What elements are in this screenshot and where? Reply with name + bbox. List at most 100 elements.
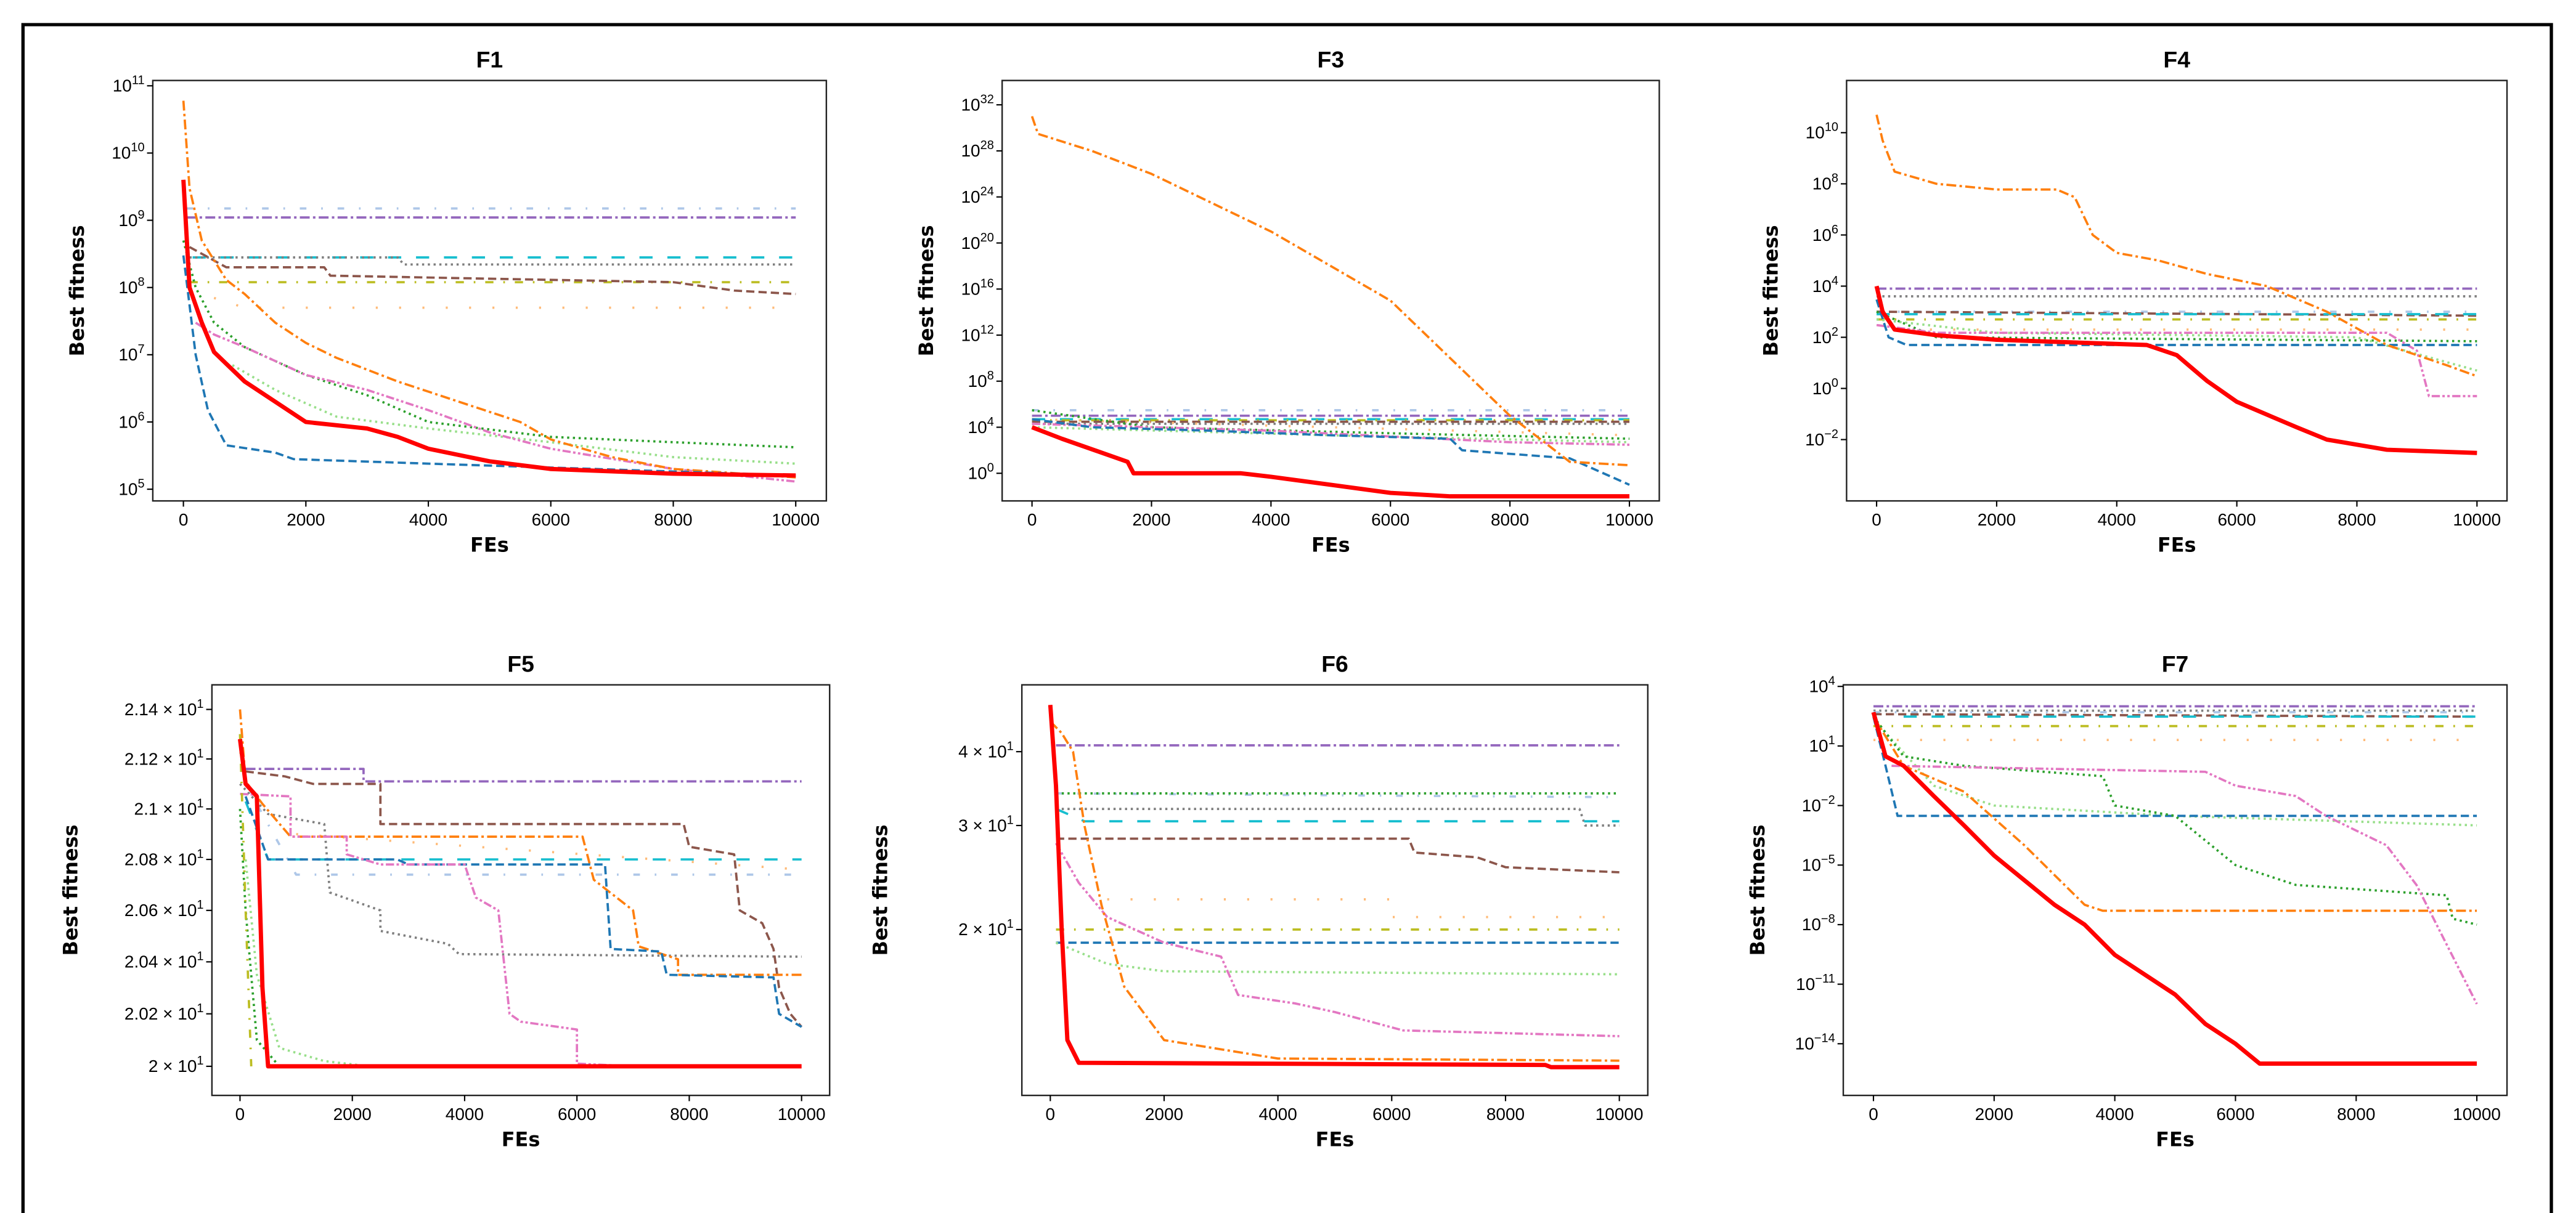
y-tick-label: 10−2 [1805, 428, 1838, 449]
x-tick-label: 10000 [778, 1105, 826, 1124]
x-tick-label: 10000 [1605, 510, 1653, 529]
y-tick-label: 109 [118, 208, 144, 230]
y-tick-label: 2.12 × 101 [124, 747, 204, 768]
y-tick-label: 105 [118, 477, 144, 498]
y-tick-exponent: 5 [137, 477, 144, 490]
y-tick-base: 10 [118, 412, 137, 431]
plot-frame [1842, 684, 2508, 1097]
series-lines [1874, 114, 2477, 455]
x-tick-label: 4000 [1259, 1105, 1297, 1124]
y-axis-label: Best fitness [915, 225, 938, 356]
y-tick-base: 10 [112, 144, 131, 163]
series-line-5 [245, 770, 803, 1028]
x-tick-label: 4000 [446, 1105, 484, 1124]
y-tick-exponent: −2 [1824, 428, 1838, 441]
y-tick-exponent: 1 [1007, 813, 1014, 827]
y-tick-label: 1028 [961, 139, 993, 160]
y-tick-label: 1032 [961, 92, 993, 114]
series-line-12 [181, 179, 796, 478]
y-tick-exponent: −5 [1821, 853, 1835, 867]
subplot-title: F7 [2162, 651, 2189, 676]
x-tick-label: 6000 [532, 510, 570, 529]
y-tick-base: 10 [1806, 123, 1825, 142]
x-tick-label: 0 [1027, 510, 1037, 529]
y-axis-label: Best fitness [1759, 225, 1782, 356]
y-tick-base: 10 [1812, 225, 1832, 245]
x-tick-label: 4000 [1252, 510, 1290, 529]
x-tick-label: 0 [1046, 1105, 1056, 1124]
y-tick-base: 2.1 × 10 [134, 799, 197, 818]
series-line-7 [232, 364, 796, 465]
series-lines [1030, 116, 1630, 499]
y-tick-base: 3 × 10 [958, 816, 1007, 835]
y-tick-label: 10−2 [1802, 793, 1835, 815]
y-tick-base: 10 [961, 95, 980, 114]
y-tick-label: 108 [1812, 172, 1838, 193]
y-tick-label: 10−11 [1796, 972, 1835, 994]
y-tick-base: 10 [1802, 856, 1821, 875]
y-tick-exponent: 8 [1832, 172, 1838, 185]
y-tick-exponent: 1 [197, 1002, 203, 1015]
subplot-title: F1 [476, 46, 503, 72]
series-line-0 [245, 768, 802, 783]
y-tick-label: 1010 [1806, 121, 1838, 142]
y-tick-exponent: 28 [980, 139, 994, 152]
y-tick-label: 1016 [961, 277, 993, 299]
y-tick-label: 1011 [113, 74, 145, 95]
y-tick-base: 10 [1796, 975, 1815, 994]
subplot-title: F3 [1318, 46, 1345, 72]
x-axis-label: FEs [470, 533, 509, 557]
x-tick-label: 6000 [2217, 510, 2256, 529]
x-tick-label: 8000 [2338, 510, 2376, 529]
series-line-3 [1877, 310, 2477, 317]
series-line-12 [238, 739, 802, 1069]
y-tick-exponent: 9 [137, 208, 144, 222]
series-line-11 [1030, 116, 1630, 467]
y-tick-label: 3 × 101 [958, 813, 1014, 835]
x-tick-label: 4000 [2098, 510, 2136, 529]
y-tick-base: 10 [1812, 328, 1832, 347]
series-line-5 [189, 246, 796, 296]
y-tick-base: 10 [968, 418, 987, 437]
series-line-12 [1871, 712, 2477, 1066]
x-tick-label: 8000 [2337, 1105, 2375, 1124]
y-tick-label: 2 × 101 [958, 917, 1014, 939]
y-tick-exponent: 10 [131, 141, 144, 155]
x-axis-label: FEs [1316, 1128, 1355, 1151]
y-tick-label: 100 [1812, 376, 1838, 398]
y-tick-label: 2.1 × 101 [134, 797, 204, 818]
y-axis-label: Best fitness [59, 824, 82, 955]
y-tick-label: 2.08 × 101 [124, 847, 204, 869]
x-tick-label: 6000 [558, 1105, 596, 1124]
y-tick-base: 10 [1812, 174, 1832, 193]
y-tick-exponent: 24 [980, 185, 994, 198]
y-tick-base: 10 [1805, 430, 1824, 449]
x-tick-label: 10000 [1596, 1105, 1644, 1124]
subplot-f1: 0 2000 4000 6000 8000 10000105106107108109101… [65, 46, 828, 557]
y-tick-exponent: 12 [980, 323, 994, 336]
series-lines [238, 709, 803, 1069]
y-tick-base: 10 [1809, 736, 1828, 755]
y-tick-exponent: 1 [1828, 734, 1835, 747]
y-tick-exponent: 8 [987, 369, 994, 383]
series-line-9 [1055, 941, 1620, 976]
y-tick-exponent: 20 [980, 231, 994, 245]
series-line-11 [1049, 720, 1620, 1062]
subplot-title: F6 [1321, 651, 1348, 676]
y-tick-exponent: 4 [1828, 675, 1835, 688]
y-tick-label: 106 [1812, 223, 1838, 245]
y-tick-base: 10 [1795, 1034, 1814, 1053]
y-tick-base: 10 [118, 345, 137, 364]
y-axis-label: Best fitness [869, 824, 892, 955]
y-tick-label: 10−5 [1802, 853, 1835, 875]
series-line-10 [1891, 765, 2478, 1005]
y-tick-base: 10 [113, 76, 132, 95]
x-tick-label: 2000 [1978, 510, 2016, 529]
series-lines [1871, 705, 2478, 1066]
y-tick-base: 10 [118, 278, 137, 297]
y-tick-base: 10 [1812, 379, 1832, 398]
series-line-12 [1031, 425, 1630, 499]
y-tick-label: 1012 [961, 323, 993, 344]
y-tick-base: 10 [968, 371, 987, 391]
y-tick-exponent: 2 [1832, 325, 1838, 339]
